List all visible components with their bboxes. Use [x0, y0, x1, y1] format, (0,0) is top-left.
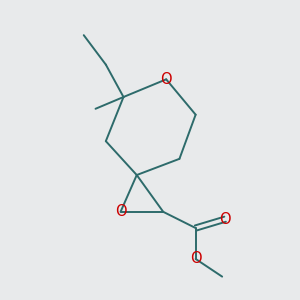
Text: O: O	[115, 204, 126, 219]
Text: O: O	[190, 251, 202, 266]
Text: O: O	[160, 72, 172, 87]
Text: O: O	[219, 212, 231, 227]
